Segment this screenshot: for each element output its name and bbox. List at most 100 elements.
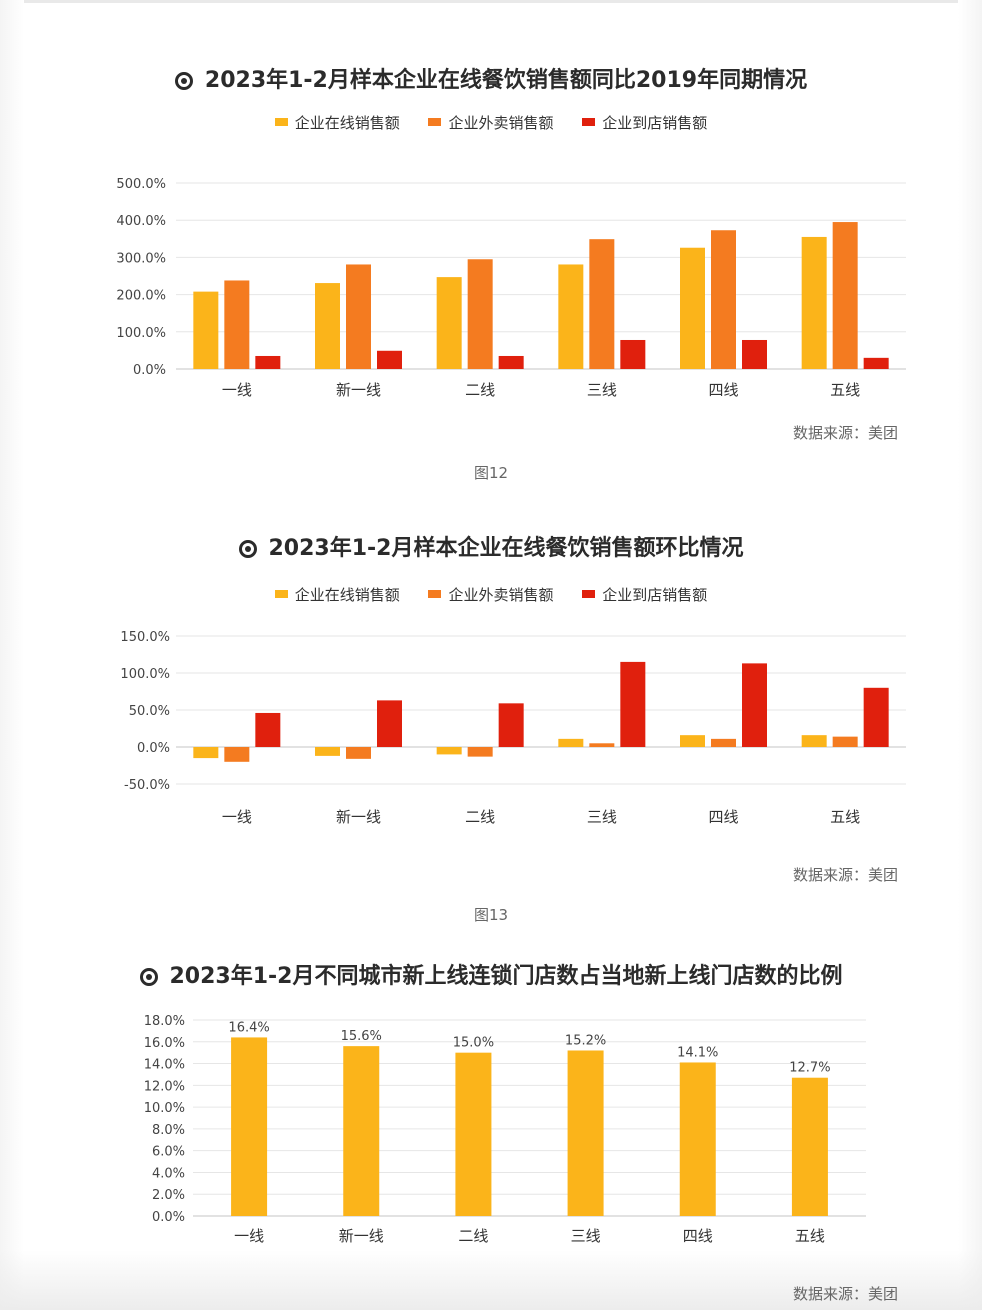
bar-online [315,747,340,756]
y-tick-label: 150.0% [120,630,170,645]
bar-instore [863,687,889,747]
bar-instore [498,703,524,747]
bar-value [567,1050,604,1216]
top-divider [24,0,958,3]
figure13-caption: 图13 [473,906,509,924]
figure12-caption: 图12 [473,464,509,482]
bar-delivery [346,747,371,759]
bar-instore [863,357,889,369]
bar-online [801,735,827,747]
bar-delivery [224,747,250,762]
bar-instore [620,339,646,369]
x-category-label: 五线 [830,808,860,826]
data-label: 15.6% [341,1029,382,1044]
bar-delivery [589,743,615,747]
bar-value [791,1077,828,1216]
chart1-source: 数据来源：美团 [792,424,898,442]
y-tick-label: 14.0% [144,1058,185,1073]
bottom-shade [0,1250,982,1310]
x-category-label: 二线 [465,808,495,826]
target-icon [174,72,193,90]
bar-online [193,747,219,759]
bar-online [436,277,462,369]
data-label: 15.2% [565,1033,606,1048]
y-tick-label: 500.0% [116,177,166,192]
bar-value [231,1037,268,1216]
legend-item-instore: 企业到店销售额 [582,584,707,605]
chart3-source: 数据来源：美团 [792,1285,898,1303]
bar-value [455,1052,492,1216]
chart3-title: 2023年1-2月不同城市新上线连锁门店数占当地新上线门店数的比例 [0,958,982,990]
x-category-label: 四线 [708,381,738,399]
bar-online [558,264,584,369]
x-category-label: 三线 [587,808,617,826]
legend-swatch-instore [582,118,596,126]
y-tick-label: 0.0% [133,363,166,378]
y-tick-label: 300.0% [116,251,166,266]
x-category-label: 新一线 [336,808,381,826]
legend-item-online: 企业在线销售额 [274,112,400,133]
bar-instore [620,661,646,747]
x-category-label: 三线 [571,1227,601,1245]
legend-item-delivery: 企业外卖销售额 [428,112,554,133]
bar-online [680,247,705,369]
bar-value [679,1062,716,1216]
target-icon [238,540,257,558]
y-tick-label: 6.0% [152,1145,185,1160]
x-category-label: 五线 [795,1227,825,1245]
y-tick-label: 0.0% [137,741,170,756]
x-category-label: 新一线 [339,1227,384,1245]
legend-swatch-instore [582,590,596,598]
legend-item-online: 企业在线销售额 [274,584,400,605]
legend-item-delivery: 企业外卖销售额 [428,584,554,605]
chart1-title: 2023年1-2月样本企业在线餐饮销售额同比2019年同期情况 [0,62,982,94]
target-icon [139,968,158,986]
bar-online [315,283,340,369]
x-category-label: 一线 [222,381,252,399]
bar-online [801,236,827,369]
bar-delivery [711,230,736,369]
bar-instore [377,700,402,747]
data-label: 14.1% [677,1045,718,1060]
bar-delivery [832,222,858,369]
bar-delivery [467,747,493,757]
chart2-source: 数据来源：美团 [792,866,898,884]
bar-instore [377,350,402,369]
x-category-label: 一线 [234,1227,264,1245]
bar-delivery [467,259,493,369]
y-tick-label: 100.0% [116,326,166,341]
chart2-title: 2023年1-2月样本企业在线餐饮销售额环比情况 [0,530,982,562]
y-tick-label: 16.0% [144,1036,185,1051]
left-shade [0,0,24,1310]
x-category-label: 四线 [708,808,738,826]
chart1-plot: 500.0% 400.0% 300.0% 200.0% 100.0% 0.0% 一线 新一线 二… [116,177,906,399]
bar-value [343,1046,380,1216]
data-label: 15.0% [453,1036,494,1051]
bar-online [436,747,462,755]
y-tick-label: 2.0% [152,1188,185,1203]
bar-delivery [346,264,371,369]
y-tick-label: 400.0% [116,214,166,229]
bar-instore [255,712,281,747]
chart2-legend: 企业在线销售额 企业外卖销售额 企业到店销售额 [0,584,982,605]
y-tick-label: 4.0% [152,1166,185,1181]
y-tick-label: 200.0% [116,289,166,304]
bar-delivery [589,239,615,369]
y-tick-label: 10.0% [144,1101,185,1116]
legend-swatch-delivery [428,118,442,126]
legend-swatch-online [274,118,288,126]
x-category-label: 四线 [683,1227,713,1245]
x-category-label: 二线 [458,1227,488,1245]
data-label: 12.7% [789,1061,830,1076]
bar-online [558,738,584,747]
legend-item-instore: 企业到店销售额 [582,112,707,133]
bar-delivery [224,280,250,369]
y-tick-label: 50.0% [129,704,170,719]
y-tick-label: 100.0% [120,667,170,682]
bar-online [680,735,705,747]
legend-swatch-online [274,590,288,598]
bar-instore [742,339,767,369]
x-category-label: 新一线 [336,381,381,399]
bar-instore [255,355,281,369]
y-tick-label: 8.0% [152,1123,185,1138]
